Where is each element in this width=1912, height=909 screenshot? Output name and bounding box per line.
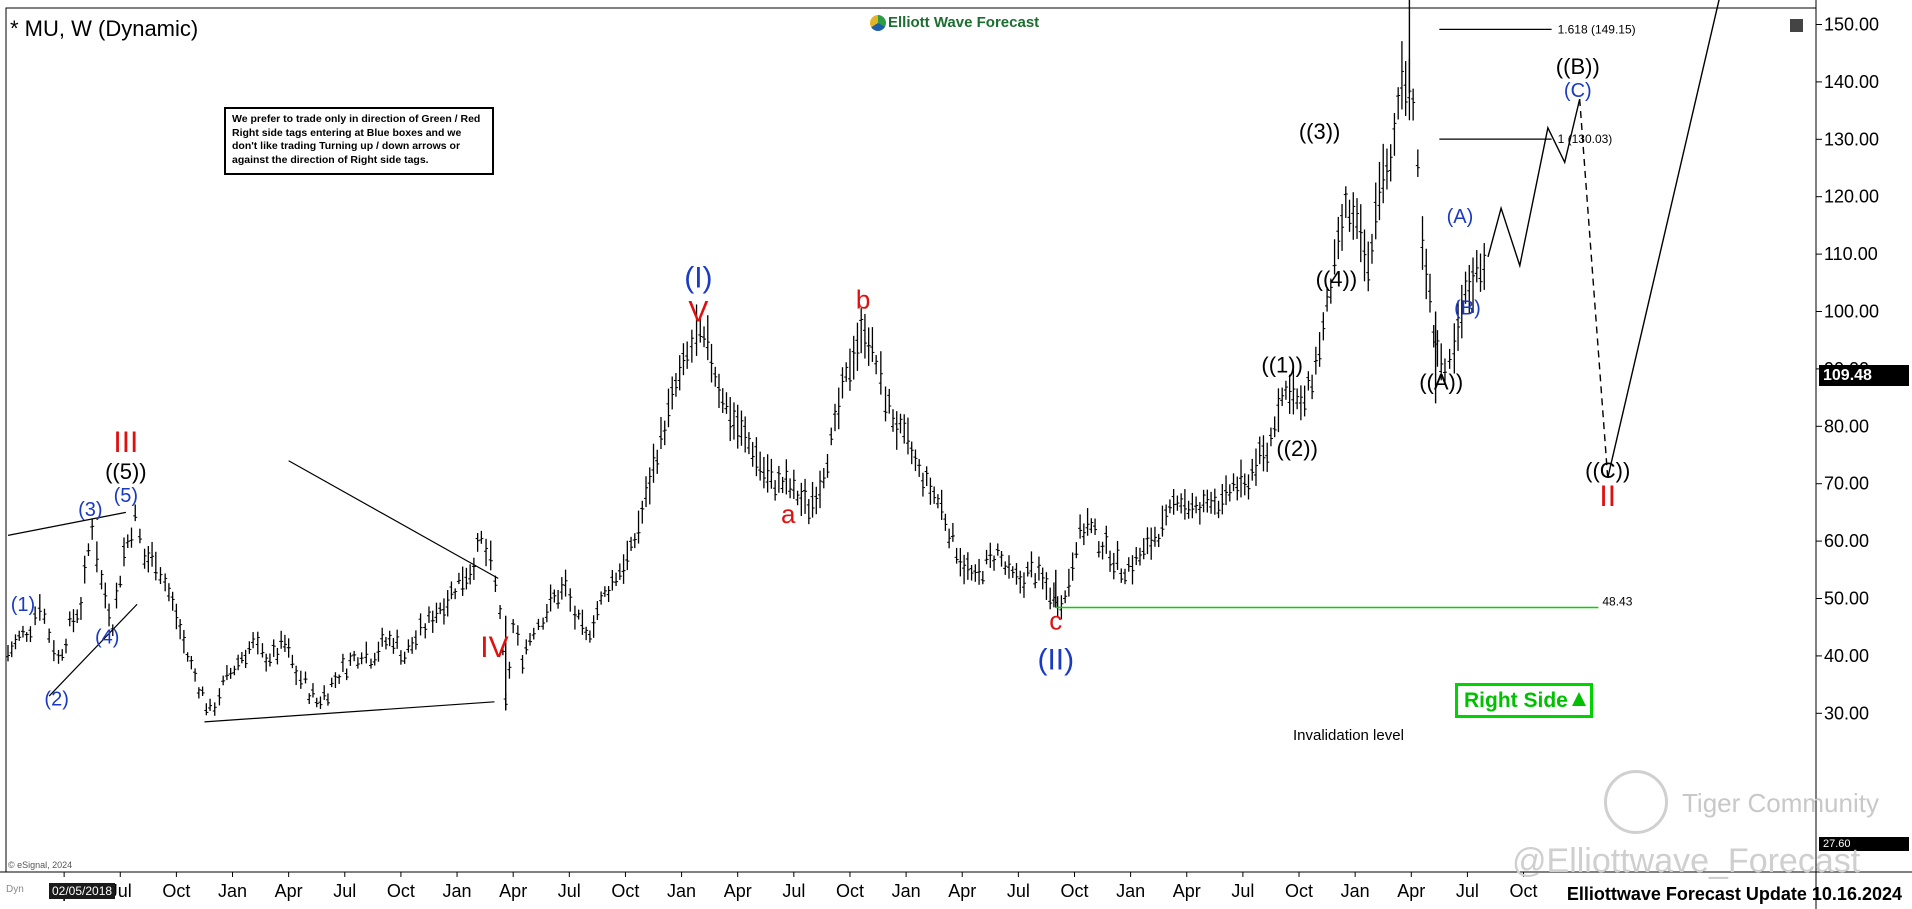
right-side-tag: Right Side [1455, 683, 1593, 718]
y-tick-label: 140.00 [1824, 72, 1879, 92]
trend-line [48, 603, 138, 697]
y-tick-label: 40.00 [1824, 646, 1869, 666]
wave-label: ((3)) [1299, 119, 1341, 144]
wave-label: (1) [11, 594, 35, 616]
watermark-community: Tiger Community [1682, 788, 1879, 818]
wave-label: (5) [114, 485, 138, 507]
wave-label: ((1)) [1261, 352, 1303, 377]
wave-label: ((5)) [105, 459, 147, 484]
wave-label: ((2)) [1276, 436, 1318, 461]
x-tick-label: Jan [218, 881, 247, 901]
x-tick-label: Jul [558, 881, 581, 901]
cursor-date-badge: 02/05/2018 [49, 883, 116, 899]
y-tick-label: 100.00 [1824, 302, 1879, 322]
x-tick-label: Apr [499, 881, 527, 901]
x-tick-label: Jul [1456, 881, 1479, 901]
wave-label: ((B)) [1556, 54, 1600, 79]
x-tick-label: Apr [275, 881, 303, 901]
x-tick-label: Oct [611, 881, 639, 901]
invalidation-level-value: 48.43 [1602, 595, 1632, 609]
x-tick-label: Apr [1397, 881, 1425, 901]
wave-label: (I) [684, 261, 712, 294]
wave-label: (II) [1037, 644, 1074, 677]
x-tick-label: Jan [1341, 881, 1370, 901]
x-tick-label: Jul [1007, 881, 1030, 901]
tiger-community-logo-icon [1604, 770, 1668, 834]
y-tick-label: 120.00 [1824, 187, 1879, 207]
wave-label: b [856, 285, 870, 315]
y-tick-label: 80.00 [1824, 416, 1869, 436]
wave-label: ((4)) [1316, 266, 1358, 291]
last-price-tag: 109.48 [1819, 365, 1909, 386]
price-bars [6, 0, 1487, 716]
wave-label: (C) [1564, 80, 1592, 102]
wave-label: (2) [44, 688, 68, 710]
x-tick-label: Apr [948, 881, 976, 901]
wave-label: V [688, 295, 708, 328]
y-tick-label: 70.00 [1824, 474, 1869, 494]
wave-label: a [781, 499, 796, 529]
update-footer: Elliottwave Forecast Update 10.16.2024 [1566, 884, 1902, 904]
x-tick-label: Oct [836, 881, 864, 901]
wave-label: II [1599, 480, 1616, 513]
x-tick-label: Jan [443, 881, 472, 901]
y-tick-label: 130.00 [1824, 129, 1879, 149]
y-tick-label: 50.00 [1824, 589, 1869, 609]
x-tick-label: Oct [1510, 881, 1538, 901]
up-arrow-icon [1571, 692, 1586, 706]
right-side-label: Right Side [1464, 689, 1568, 712]
x-tick-label: Apr [724, 881, 752, 901]
x-tick-label: Jul [782, 881, 805, 901]
trend-line [288, 460, 499, 579]
y-tick-label: 60.00 [1824, 531, 1869, 551]
symbol-title: * MU, W (Dynamic) [10, 16, 199, 41]
x-tick-label: Apr [1173, 881, 1201, 901]
x-tick-label: Jan [1116, 881, 1145, 901]
y-tick-label: 150.00 [1824, 15, 1879, 35]
projection-dashed-path [1578, 99, 1609, 479]
x-tick-label: Jul [1231, 881, 1254, 901]
invalidation-label: Invalidation level [1293, 727, 1404, 744]
wave-label: III [113, 426, 138, 459]
maximize-icon[interactable] [1790, 19, 1803, 32]
brand-name: Elliott Wave Forecast [888, 14, 1040, 31]
wave-label: IV [480, 631, 508, 664]
projection-path [1487, 98, 1581, 269]
esignal-credit: © eSignal, 2024 [8, 860, 73, 870]
dyn-label: Dyn [6, 884, 24, 895]
wave-label: c [1049, 606, 1062, 636]
x-tick-label: Oct [162, 881, 190, 901]
x-tick-label: Oct [387, 881, 415, 901]
y-tick-label: 110.00 [1824, 244, 1878, 264]
wave-label: (3) [78, 499, 102, 521]
watermark-handle: @Elliottwave_Forecast [1512, 842, 1861, 880]
wave-label: (B) [1454, 298, 1481, 320]
x-tick-label: Jan [667, 881, 696, 901]
wave-label: ((C)) [1585, 458, 1630, 483]
projection-final-leg [1607, 0, 1720, 479]
x-tick-label: Jul [333, 881, 356, 901]
trading-note: We prefer to trade only in direction of … [224, 107, 494, 175]
x-tick-label: Jan [892, 881, 921, 901]
y-tick-label: 30.00 [1824, 703, 1869, 723]
fib-level-label: 1.618 (149.15) [1558, 22, 1636, 36]
x-tick-label: Oct [1285, 881, 1313, 901]
wave-label: (A) [1447, 206, 1474, 228]
trend-line [7, 511, 126, 536]
trend-line [204, 701, 495, 723]
wave-label: (4) [95, 627, 119, 649]
x-tick-label: Oct [1060, 881, 1088, 901]
brand-logo-icon [870, 15, 886, 31]
wave-label: ((A)) [1419, 370, 1463, 395]
low-price-tag: 27.60 [1819, 837, 1909, 851]
fib-level-label: 1 (130.03) [1558, 132, 1613, 146]
